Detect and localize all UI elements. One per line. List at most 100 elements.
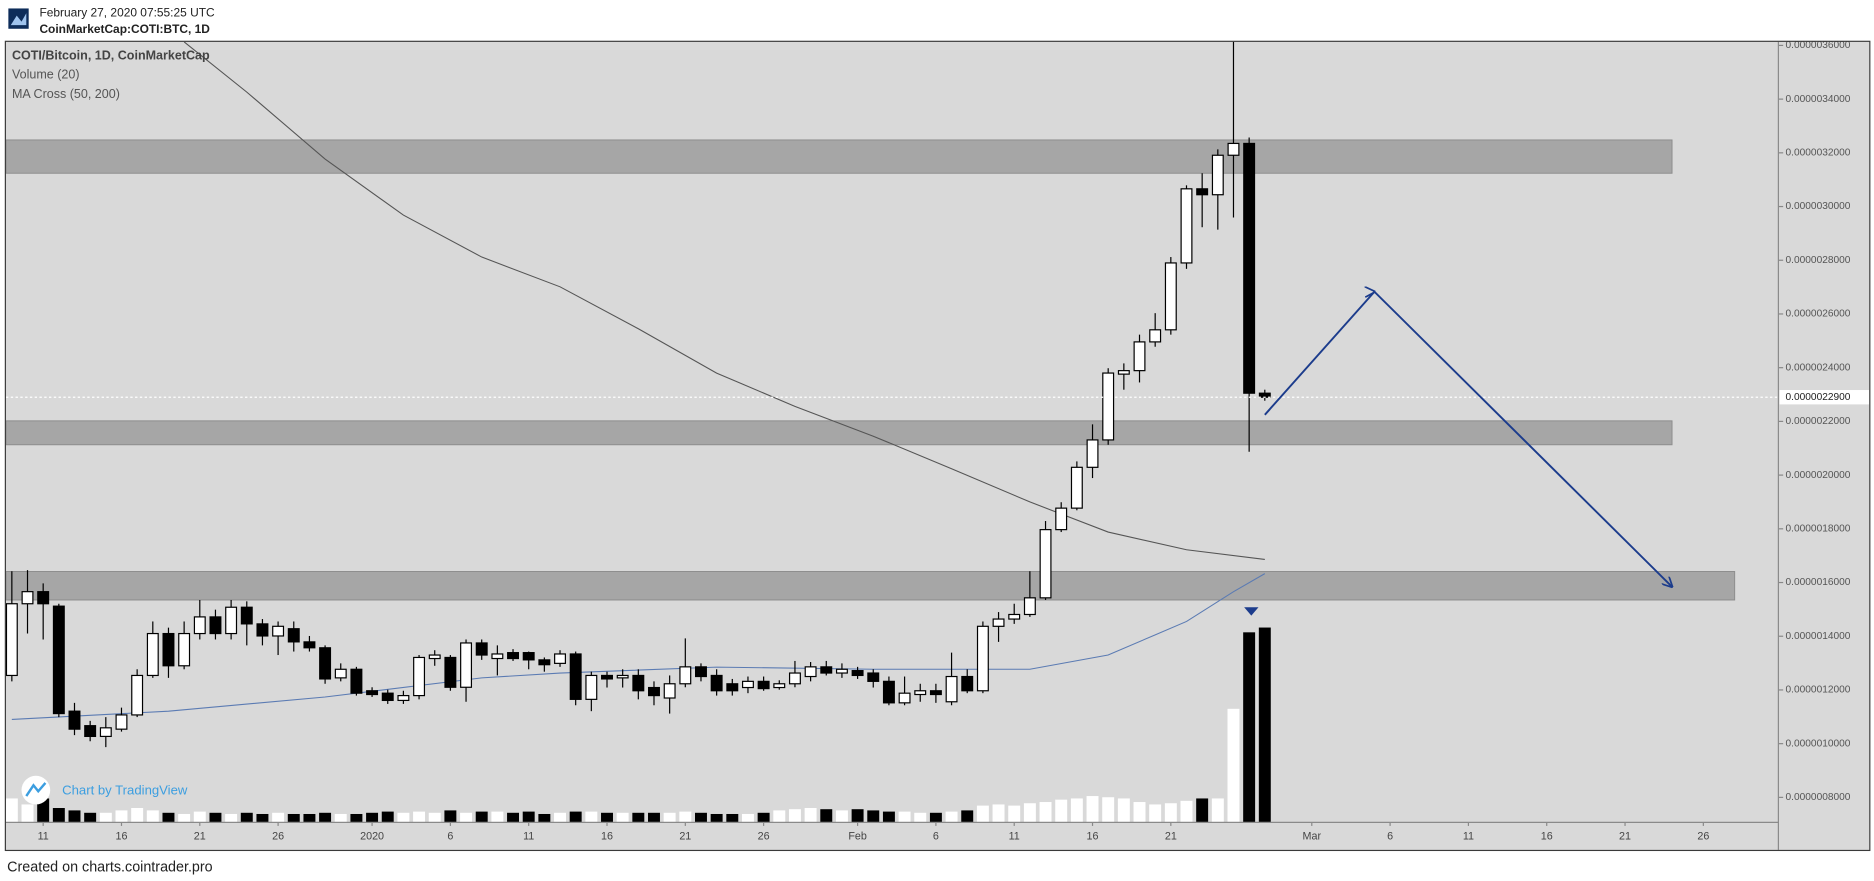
volume-bar <box>1211 798 1224 823</box>
volume-bar <box>929 812 942 823</box>
volume-bar <box>397 812 410 823</box>
footer: Created on charts.cointrader.pro <box>7 860 213 876</box>
volume-bar <box>334 813 347 823</box>
candle-body <box>68 710 81 730</box>
symbol: CoinMarketCap:COTI:BTC, 1D <box>39 22 210 36</box>
volume-bar <box>146 810 159 823</box>
x-tick-label: 11 <box>1009 831 1020 843</box>
y-tick-label: 0.0000016000 <box>1786 577 1851 588</box>
candle-body <box>882 680 895 704</box>
candle-body <box>507 652 520 660</box>
candle-body <box>115 714 128 730</box>
volume-bar <box>507 812 520 823</box>
volume-bar <box>741 813 754 823</box>
candle-body <box>52 605 65 715</box>
volume-bar <box>366 812 379 823</box>
candle-body <box>945 675 958 703</box>
y-tick-label: 0.0000034000 <box>1786 94 1851 105</box>
zone <box>5 571 1736 601</box>
candle-body <box>835 668 848 674</box>
volume-bar <box>914 812 927 823</box>
candle-body <box>146 632 159 677</box>
x-tick-label: 16 <box>601 831 613 843</box>
volume-bar <box>679 811 692 823</box>
volume-bar <box>867 810 880 823</box>
volume-bar <box>1133 802 1146 823</box>
volume-bar <box>663 812 676 823</box>
volume-bar <box>1086 796 1099 823</box>
volume-bar <box>350 813 363 823</box>
volume-bar <box>1164 803 1177 823</box>
legend-item: MA Cross (50, 200) <box>12 87 120 101</box>
volume-bar <box>820 809 833 823</box>
candle-body <box>522 652 535 661</box>
ma-line <box>183 41 1265 560</box>
candle-body <box>381 692 394 702</box>
x-tick-label: 6 <box>933 831 939 843</box>
candle-body <box>366 690 379 696</box>
volume-bar <box>976 805 989 823</box>
x-tick-label: 26 <box>758 831 770 843</box>
volume-bar <box>193 811 206 823</box>
candle-body <box>1164 262 1177 331</box>
volume-bar <box>1243 632 1256 823</box>
volume-bar <box>1102 797 1115 823</box>
zone <box>5 139 1673 174</box>
volume-bar <box>1008 805 1021 823</box>
volume-bar <box>178 813 191 823</box>
x-tick-label: 6 <box>1387 831 1393 843</box>
volume-bar <box>460 812 473 823</box>
candle-body <box>162 632 175 667</box>
candle-body <box>1243 142 1256 394</box>
candle-body <box>1258 392 1271 398</box>
candle-body <box>1008 613 1021 620</box>
volume-bar <box>757 812 770 823</box>
candle-body <box>256 623 269 637</box>
y-tick-label: 0.0000024000 <box>1786 362 1851 373</box>
volume-bar <box>1039 802 1052 823</box>
volume-bar <box>115 810 128 823</box>
candle-body <box>679 666 692 685</box>
x-tick-label: 6 <box>447 831 453 843</box>
candle-body <box>131 674 144 716</box>
volume-bar <box>726 813 739 823</box>
candle-body <box>820 666 833 674</box>
candle-body <box>1196 188 1209 196</box>
volume-bar <box>1258 627 1271 823</box>
volume-bar <box>601 812 613 823</box>
candle-body <box>867 672 880 682</box>
candle-body <box>303 641 316 649</box>
candle-body <box>632 674 645 692</box>
volume-bar <box>319 812 332 823</box>
signal-marker <box>1244 607 1259 616</box>
x-tick-label: Mar <box>1303 831 1322 843</box>
candle-body <box>287 628 300 643</box>
candle-body <box>710 674 723 692</box>
candle-body <box>178 632 191 667</box>
candle-body <box>99 727 112 738</box>
y-tick-label: 0.0000010000 <box>1786 738 1851 749</box>
candle-body <box>694 666 707 678</box>
volume-bar <box>1196 798 1209 823</box>
candle-body <box>444 656 457 688</box>
candle-body <box>272 625 285 637</box>
candle-body <box>1023 597 1036 616</box>
candle-body <box>1070 466 1083 509</box>
legend: COTI/Bitcoin, 1D, CoinMarketCap Volume (… <box>12 49 210 101</box>
candle-body <box>663 683 676 699</box>
candle-body <box>5 603 18 677</box>
logo-mark <box>10 13 27 26</box>
volume-bar <box>1055 799 1068 823</box>
candle-body <box>225 606 238 635</box>
volume-bar <box>945 811 958 823</box>
y-tick-label: 0.0000008000 <box>1786 792 1851 803</box>
candle-body <box>569 653 582 700</box>
watermark-icon <box>25 782 47 797</box>
candle-body <box>475 642 488 656</box>
y-tick-label: 0.0000026000 <box>1786 309 1851 320</box>
volume-bar <box>648 812 660 823</box>
volume-bar <box>1180 800 1193 823</box>
candle-body <box>397 694 410 702</box>
volume-bar <box>491 811 504 823</box>
candle-body <box>209 616 222 635</box>
